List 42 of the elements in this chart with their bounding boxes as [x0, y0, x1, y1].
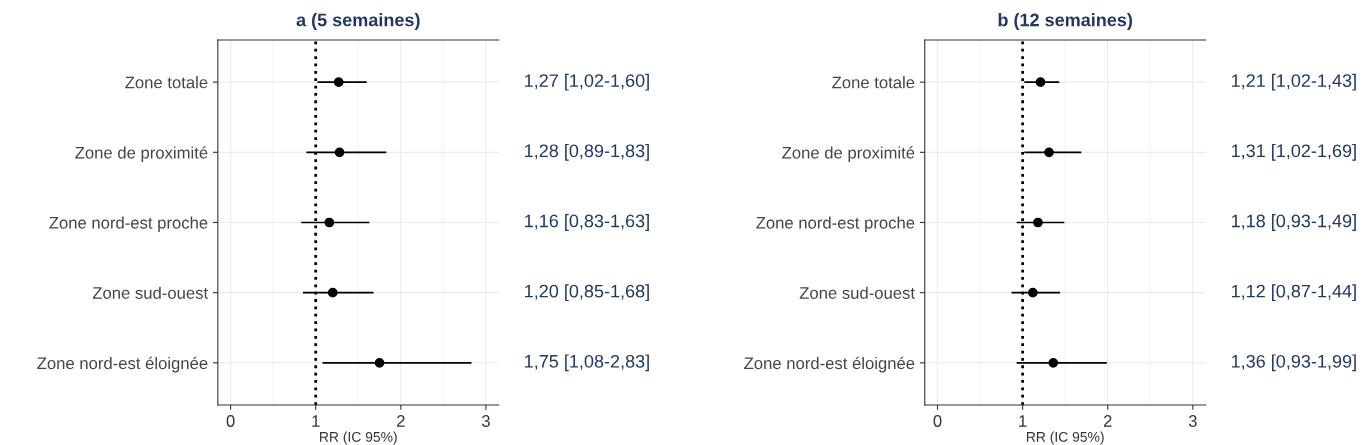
data-label: 1,27 [1,02-1,60] [525, 73, 649, 91]
point [334, 147, 345, 158]
x-tick-label: 1 [312, 415, 320, 427]
x-axis-title: RR (IC 95%) [320, 431, 397, 445]
point [1044, 147, 1054, 158]
data-label: 1,16 [0,83-1,63] [525, 214, 649, 231]
point [374, 357, 385, 368]
y-tick-label: Zone de proximité [782, 146, 915, 162]
y-tick-label: Zone nord-est éloignée [37, 356, 208, 373]
y-tick-label: Zone nord-est éloignée [744, 356, 915, 373]
x-tick-label: 2 [397, 415, 405, 427]
y-tick-label: Zone de proximité [75, 146, 208, 162]
data-label: 1,12 [0,87-1,44] [1231, 284, 1356, 302]
x-tick-label: 0 [933, 415, 942, 427]
data-label: 1,75 [1,08-2,83] [525, 354, 649, 372]
y-tick-label: Zone sud-ouest [799, 286, 915, 299]
data-label: 1,28 [0,89-1,83] [525, 143, 649, 161]
y-tick-label: Zone sud-ouest [92, 286, 208, 299]
data-label: 1,20 [0,85-1,68] [525, 284, 649, 302]
chart-title: a (5 semaines) [296, 13, 420, 30]
x-axis-title: RR (IC 95%) [1026, 431, 1104, 445]
point [324, 217, 335, 228]
y-tick-label: Zone totale [832, 76, 915, 89]
y-tick-label: Zone nord-est proche [756, 216, 915, 232]
y-tick-label: Zone nord-est proche [49, 216, 208, 232]
point [333, 77, 344, 88]
x-tick-label: 0 [226, 415, 235, 427]
data-label: 1,31 [1,02-1,69] [1231, 143, 1356, 161]
y-tick-label: Zone totale [125, 76, 208, 89]
data-label: 1,36 [0,93-1,99] [1231, 354, 1356, 372]
point [1027, 287, 1038, 298]
chart-title: b (12 semaines) [998, 13, 1133, 30]
point [1033, 217, 1043, 228]
point [1035, 77, 1046, 88]
data-label: 1,18 [0,93-1,49] [1231, 214, 1356, 231]
x-tick-label: 1 [1019, 415, 1027, 427]
point [1048, 357, 1059, 368]
x-tick-label: 2 [1103, 415, 1112, 427]
x-tick-label: 3 [1188, 415, 1197, 427]
x-tick-label: 3 [481, 415, 490, 427]
data-label: 1,21 [1,02-1,43] [1231, 73, 1356, 91]
point [327, 287, 338, 298]
